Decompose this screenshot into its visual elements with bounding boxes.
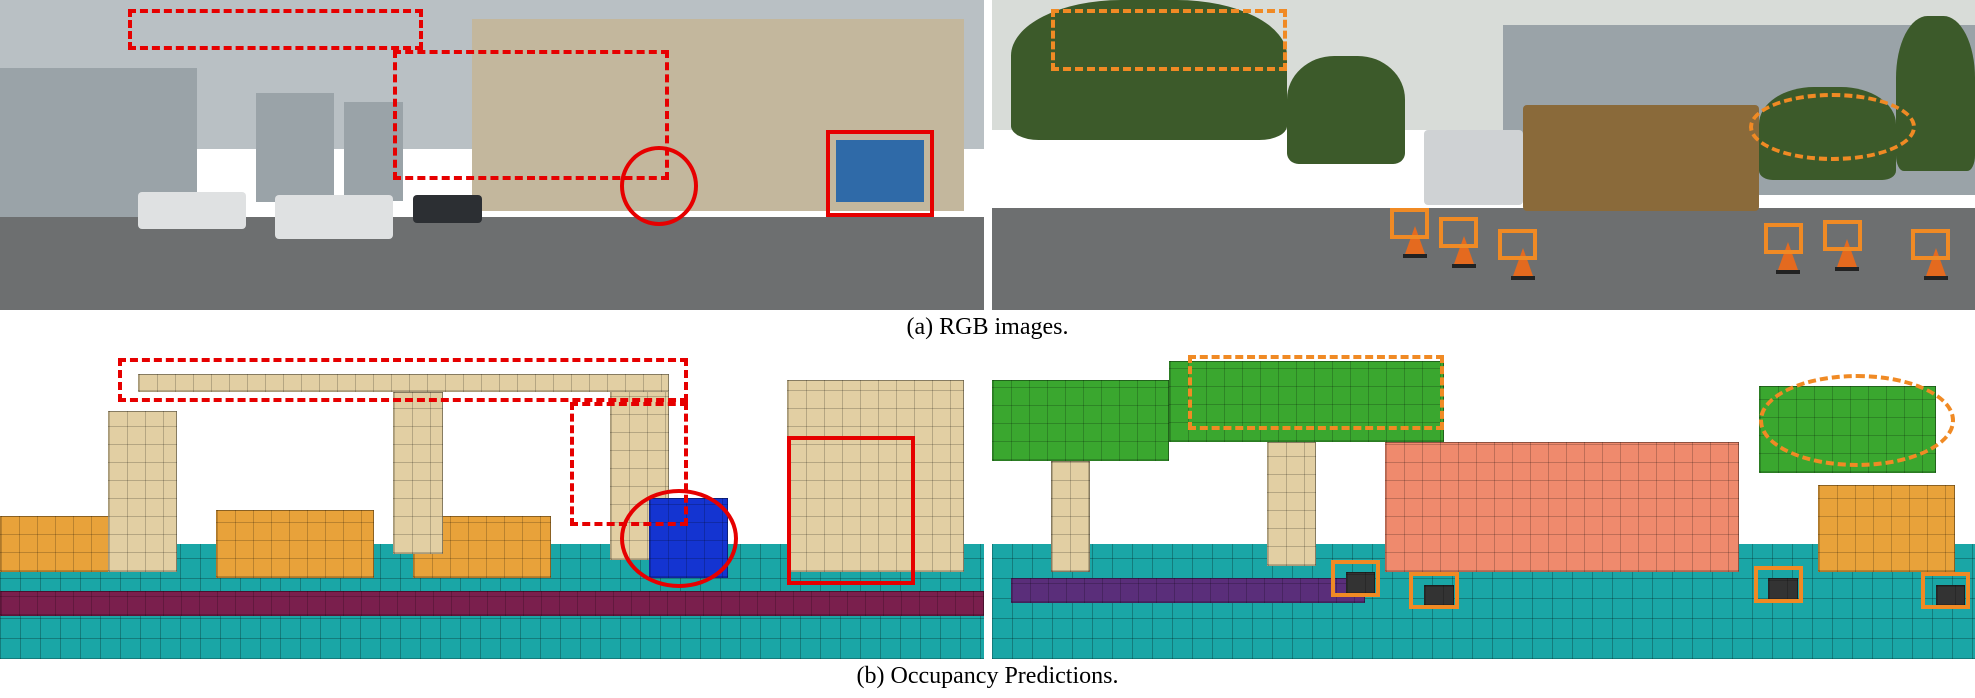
annotation-rect-solid <box>1823 220 1862 251</box>
occupancy-scene <box>992 349 1975 659</box>
car <box>275 195 393 238</box>
annotation-ellipse-solid <box>620 489 738 588</box>
rgb-panel-left <box>0 0 984 310</box>
annotation-rect-solid <box>1498 229 1537 260</box>
annotation-rect-solid <box>1754 566 1803 603</box>
car <box>138 192 246 229</box>
car <box>413 195 482 223</box>
rgb-row <box>0 0 1975 310</box>
annotation-ellipse-dashed <box>1759 374 1956 467</box>
annotation-rect-solid <box>1331 560 1380 597</box>
voxel-block <box>1818 485 1956 572</box>
annotation-rect-solid <box>826 130 934 217</box>
caption-rgb: (a) RGB images. <box>0 314 1975 341</box>
annotation-rect-solid <box>1911 229 1950 260</box>
rgb-scene <box>992 0 1975 310</box>
occ-row <box>0 349 1975 659</box>
annotation-rect-dashed <box>118 358 688 401</box>
building <box>256 93 335 202</box>
rgb-scene <box>0 0 984 310</box>
annotation-rect-solid <box>1921 572 1970 609</box>
voxel-block <box>216 510 373 578</box>
annotation-rect-solid <box>1409 572 1458 609</box>
voxel-block <box>0 591 984 616</box>
annotation-rect-dashed <box>1051 9 1287 71</box>
annotation-rect-solid <box>1390 208 1429 239</box>
voxel-block <box>1011 578 1365 603</box>
tree <box>1896 16 1975 171</box>
caption-occ: (b) Occupancy Predictions. <box>0 663 1975 690</box>
rgb-panel-right <box>992 0 1975 310</box>
voxel-block <box>1051 461 1090 573</box>
annotation-rect-solid <box>1764 223 1803 254</box>
voxel-block <box>1267 442 1316 566</box>
annotation-ellipse-solid <box>620 146 699 227</box>
annotation-ellipse-dashed <box>1749 93 1916 161</box>
annotation-rect-solid <box>787 436 915 585</box>
voxel-block <box>992 380 1169 461</box>
occupancy-scene <box>0 349 984 659</box>
voxel-block <box>108 411 177 572</box>
road <box>0 217 984 310</box>
annotation-rect-solid <box>1439 217 1478 248</box>
voxel-block <box>393 392 442 553</box>
occ-panel-right <box>992 349 1975 659</box>
truck-cab <box>1424 130 1522 204</box>
voxel-block <box>1385 442 1739 572</box>
tree <box>1287 56 1405 165</box>
annotation-rect-dashed <box>128 9 423 49</box>
occ-panel-left <box>0 349 984 659</box>
figure-container: (a) RGB images. (b) Occupancy Prediction… <box>0 0 1975 698</box>
truck-body <box>1523 105 1759 210</box>
annotation-rect-dashed <box>1188 355 1444 429</box>
